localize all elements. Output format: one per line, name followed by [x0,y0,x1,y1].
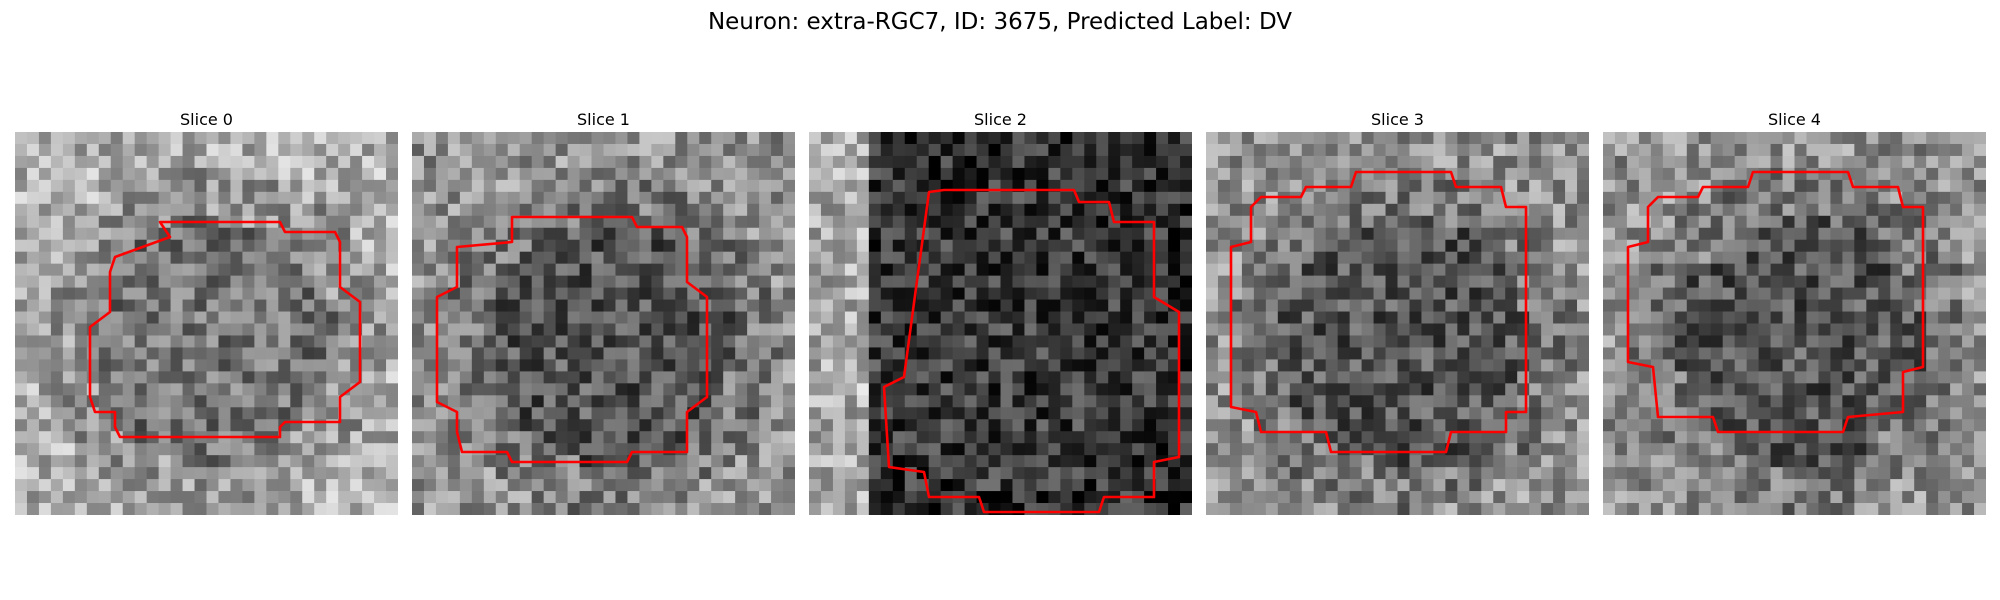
slice-image [412,132,795,515]
pixel-grid [1603,132,1986,515]
slice-panel-0: Slice 0 [15,108,398,515]
segmentation-contour [435,215,709,464]
pixel-grid [412,132,795,515]
pixel-grid [1206,132,1589,515]
slice-panel-4: Slice 4 [1603,108,1986,515]
pixel-grid [15,132,398,515]
slice-title: Slice 2 [974,110,1027,129]
slice-image [1603,132,1986,515]
slice-title: Slice 1 [577,110,630,129]
slice-title: Slice 4 [1768,110,1821,129]
figure-title: Neuron: extra-RGC7, ID: 3675, Predicted … [707,9,1293,35]
slice-title: Slice 3 [1371,110,1424,129]
slice-image [1206,132,1589,515]
segmentation-contour [88,220,362,439]
segmentation-contour [882,188,1181,514]
segmentation-contour [1626,170,1925,434]
slice-title: Slice 0 [180,110,233,129]
slice-panel-3: Slice 3 [1206,108,1589,515]
segmentation-contour [1229,170,1528,454]
slice-image [809,132,1192,515]
slice-panel-2: Slice 2 [809,108,1192,515]
slice-image [15,132,398,515]
slice-panel-1: Slice 1 [412,108,795,515]
